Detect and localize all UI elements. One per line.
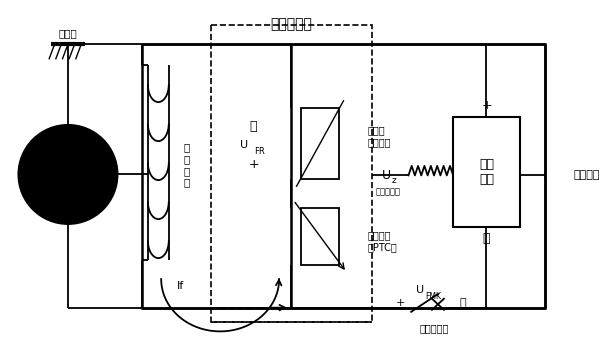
Text: －: － (483, 232, 490, 245)
Text: 灭磁主回路: 灭磁主回路 (271, 17, 313, 32)
Text: 热敏电阻
（PTC）: 热敏电阻 （PTC） (368, 230, 397, 252)
Text: 磁场断路器: 磁场断路器 (419, 323, 449, 333)
Bar (453, 117, 520, 227)
Text: 交流电压: 交流电压 (574, 170, 600, 180)
Text: －: － (460, 298, 466, 308)
Text: FMK: FMK (425, 292, 441, 301)
Text: U: U (382, 169, 391, 182)
Text: +: + (481, 99, 492, 113)
Circle shape (19, 125, 118, 224)
Text: If: If (178, 281, 185, 291)
Text: U: U (416, 285, 424, 295)
Text: 整流
电路: 整流 电路 (479, 158, 494, 186)
Text: FR: FR (254, 147, 265, 156)
Text: +: + (248, 158, 259, 171)
Text: +: + (396, 298, 406, 308)
Bar (211, 25, 373, 322)
Bar (142, 44, 545, 308)
Text: 励
磁
绕
组: 励 磁 绕 组 (184, 143, 190, 187)
Bar (301, 108, 339, 179)
Text: U: U (240, 140, 248, 151)
Text: 同步
发电机: 同步 发电机 (58, 161, 79, 188)
Text: z: z (392, 176, 397, 185)
Text: 非线性
灭磁电阻: 非线性 灭磁电阻 (368, 125, 391, 147)
Bar (301, 208, 339, 265)
Text: 端母线: 端母线 (59, 28, 77, 38)
Text: （平均值）: （平均值） (376, 187, 401, 196)
Text: －: － (250, 120, 257, 133)
